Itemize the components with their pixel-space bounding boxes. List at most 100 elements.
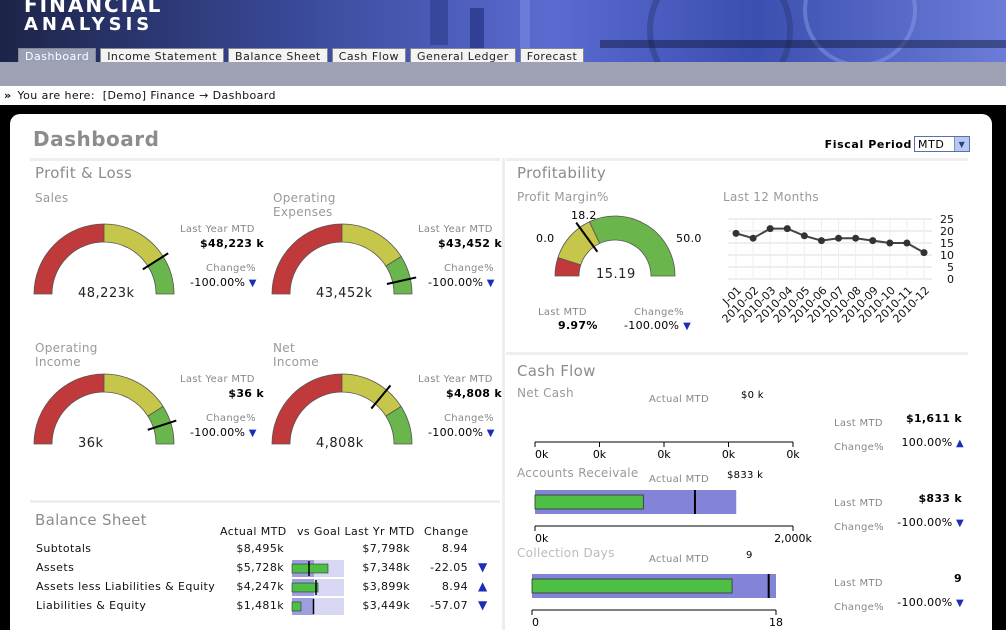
last-mtd-value: 9.97%	[558, 319, 598, 332]
arrow-down-icon: ▼	[952, 518, 964, 529]
last-year-label: Last Year MTD	[418, 224, 493, 235]
fiscal-period-label: Fiscal Period	[824, 137, 912, 151]
gauge-value: 43,452k	[316, 286, 373, 301]
actual-value: $1,481k	[236, 599, 284, 612]
mini-bullet	[291, 560, 344, 577]
table-header: Change	[424, 525, 469, 538]
mini-bullet-value	[291, 563, 329, 574]
last-year-value: $43,452 k	[438, 237, 502, 250]
axis-tick-label: 0k	[535, 448, 549, 461]
main-nav: Dashboard Income Statement Balance Sheet Ca…	[18, 48, 585, 62]
last-year-value: $36 k	[228, 387, 264, 400]
breadcrumb: » You are here: [Demo] Finance → Dashboar…	[0, 86, 1006, 105]
last-mtd-label: Last MTD	[834, 498, 883, 509]
gauge-segment	[33, 223, 105, 295]
gauge-chart	[33, 223, 175, 295]
arrow-down-icon: ▼	[483, 278, 495, 289]
breadcrumb-prefix: You are here:	[17, 89, 95, 102]
gauge-value: 36k	[78, 436, 104, 451]
gauge-segment	[341, 373, 402, 417]
breadcrumb-path[interactable]: [Demo] Finance → Dashboard	[102, 89, 276, 102]
data-point	[817, 237, 825, 245]
bullet-chart: 0k 2,000k	[534, 490, 813, 545]
actual-mtd-value: $833 k	[727, 470, 764, 481]
gauge-label: Sales	[35, 191, 69, 205]
change-label: Change%	[834, 602, 884, 613]
profitability-divider	[506, 158, 968, 161]
gauge-segment	[147, 255, 175, 295]
last-year-value: $48,223 k	[200, 237, 264, 250]
logo-line-1: FINANCIAL	[24, 0, 163, 17]
table-header: vs Goal Last Yr MTD	[297, 525, 415, 538]
arrow-down-icon: ▼	[952, 598, 964, 609]
tab-dashboard[interactable]: Dashboard	[18, 48, 97, 62]
data-point	[749, 234, 757, 242]
change-label: Change%	[206, 413, 256, 424]
change-label: Change%	[444, 263, 494, 274]
tab-balance-sheet[interactable]: Balance Sheet	[228, 48, 328, 62]
actual-mtd-label: Actual MTD	[649, 474, 709, 485]
actual-mtd-label: Actual MTD	[649, 394, 709, 405]
data-point	[869, 237, 877, 245]
change-text: -100.00%	[897, 596, 953, 609]
actual-mtd-label: Actual MTD	[649, 554, 709, 565]
data-point	[766, 225, 774, 233]
arrow-up-icon: ▲	[478, 579, 488, 593]
balance-sheet-title: Balance Sheet	[35, 511, 147, 529]
change-text: -100.00%	[428, 426, 484, 439]
tab-cash-flow[interactable]: Cash Flow	[331, 48, 406, 62]
tab-forecast[interactable]: Forecast	[519, 48, 585, 62]
change-label: Change%	[444, 413, 494, 424]
gauge-needle	[575, 222, 599, 253]
mini-bullet	[291, 598, 344, 615]
axis-tick-label: 0k	[593, 448, 607, 461]
profit-loss-title: Profit & Loss	[35, 164, 133, 182]
page-title: Dashboard	[33, 127, 160, 151]
profit-margin-label: Profit Margin%	[517, 190, 609, 204]
data-point	[903, 239, 911, 247]
gauge-label: Operating Income	[35, 341, 98, 369]
cash-flow-title: Cash Flow	[517, 362, 596, 380]
change-text: -100.00%	[190, 426, 246, 439]
cash-flow-divider	[506, 352, 968, 355]
arrow-down-icon: ▼	[245, 428, 257, 439]
fiscal-period-select[interactable]: MTD ▼	[914, 136, 970, 152]
data-point	[800, 232, 808, 240]
header-banner: FINANCIAL ANALYSIS Dashboard Income State…	[0, 0, 1006, 62]
arrow-down-icon: ▼	[683, 321, 692, 332]
banner-graphic	[430, 0, 1006, 62]
tab-general-ledger[interactable]: General Ledger	[409, 48, 516, 62]
gauge-needle	[142, 252, 169, 271]
dashboard-panel: Dashboard Fiscal Period MTD ▼ Profit & L…	[10, 114, 992, 630]
change-text: -100.00%	[897, 516, 953, 529]
gauge-segment	[103, 373, 164, 417]
change-value: 8.94	[441, 542, 468, 555]
row-label: Assets less Liabilities & Equity	[36, 580, 216, 593]
chevron-down-icon[interactable]: ▼	[954, 137, 969, 151]
goal-value: $3,449k	[362, 599, 410, 612]
fiscal-period: Fiscal Period MTD ▼	[825, 136, 970, 152]
logo-line-2: ANALYSIS	[24, 14, 154, 35]
gauge-needle	[147, 419, 177, 431]
axis-tick-label: 18	[769, 616, 783, 629]
last-mtd-value: $1,611 k	[906, 412, 962, 425]
change-text: -100.00%	[428, 276, 484, 289]
arrow-down-icon: ▼	[483, 428, 495, 439]
gauge-needle	[386, 276, 417, 285]
change-value: -100.00% ▼	[190, 276, 257, 289]
change-value: -100.00% ▼	[428, 276, 495, 289]
goal-value: $7,798k	[362, 542, 410, 555]
mini-bullet	[291, 579, 344, 596]
fiscal-period-value: MTD	[918, 137, 945, 151]
y-tick-label: 25	[940, 213, 954, 226]
balance-sheet-divider	[30, 500, 500, 503]
axis-tick-label: 0k	[722, 448, 736, 461]
y-tick-label: 10	[940, 249, 954, 262]
gauge-chart	[271, 373, 413, 445]
gauge-chart	[33, 373, 177, 445]
tab-income-statement[interactable]: Income Statement	[100, 48, 225, 62]
change-value: -100.00% ▼	[892, 516, 964, 529]
actual-value: $5,728k	[236, 561, 284, 574]
mini-bullet-value	[291, 582, 319, 593]
data-point	[852, 234, 860, 242]
